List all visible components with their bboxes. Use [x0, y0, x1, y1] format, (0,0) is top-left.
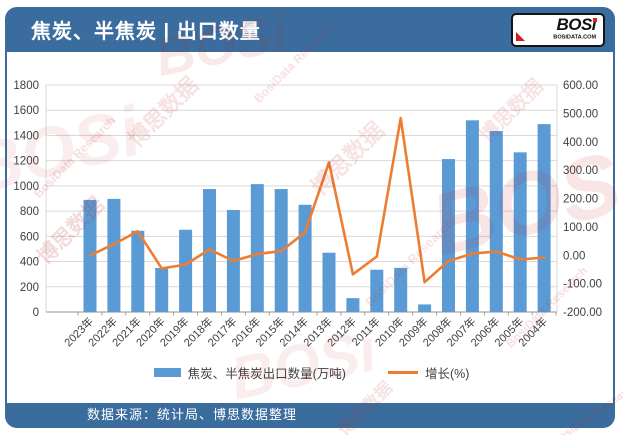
bar-2012 — [346, 298, 360, 312]
data-source-label: 数据来源：统计局、博思数据整理 — [87, 407, 298, 422]
bar-2021 — [131, 230, 145, 312]
bar-2022 — [107, 198, 121, 312]
y-axis-left-label: 400 — [20, 257, 39, 269]
y-axis-right-label: 200.00 — [563, 194, 598, 206]
bar-2005 — [513, 152, 527, 312]
y-axis-left-label: 1200 — [13, 156, 39, 168]
y-axis-left-label: 600 — [20, 231, 39, 243]
y-axis-left-label: 1000 — [13, 181, 39, 193]
y-axis-left-label: 1400 — [13, 130, 39, 142]
bar-2006 — [489, 131, 503, 312]
legend-item-line: 增长(%) — [387, 363, 470, 382]
chart-legend: 焦炭、半焦炭出口数量(万吨) 增长(%) — [0, 363, 623, 382]
bar-2020 — [155, 267, 169, 312]
y-axis-right-label: 600.00 — [563, 80, 598, 92]
y-axis-left-label: 0 — [33, 307, 39, 319]
y-axis-left-label: 200 — [20, 282, 39, 294]
y-axis-right-label: 400.00 — [563, 137, 598, 149]
legend-bars-label: 焦炭、半焦炭出口数量(万吨) — [187, 367, 346, 381]
legend-item-bars: 焦炭、半焦炭出口数量(万吨) — [153, 363, 346, 382]
y-axis-left-label: 1800 — [13, 80, 39, 92]
bosi-logo: BOSi BOSIDATA.COM — [510, 12, 605, 47]
y-axis-right-label: 100.00 — [563, 222, 598, 234]
y-axis-right-label: -200.00 — [563, 307, 602, 319]
footer: 数据来源：统计局、博思数据整理 — [5, 403, 615, 428]
legend-line-label: 增长(%) — [424, 367, 470, 381]
y-axis-right-label: 500.00 — [563, 108, 598, 120]
bar-2019 — [179, 229, 193, 312]
logo-triangle-icon — [515, 31, 525, 41]
page-title: 焦炭、半焦炭 | 出口数量 — [31, 21, 261, 43]
line-series-swatch — [387, 371, 418, 374]
bar-2010 — [394, 267, 408, 312]
y-axis-left-label: 1600 — [13, 105, 39, 117]
bar-2008 — [442, 159, 455, 312]
bar-2009 — [418, 304, 432, 312]
growth-line — [88, 116, 546, 284]
logo-domain: BOSIDATA.COM — [553, 32, 596, 40]
y-axis-left-label: 800 — [20, 206, 39, 218]
bar-2013 — [322, 252, 336, 312]
bar-2004 — [537, 124, 551, 312]
bar-2011 — [370, 269, 384, 312]
bar-2014 — [298, 204, 312, 312]
logo-dot-icon — [593, 17, 597, 22]
y-axis-right-label: -100.00 — [563, 279, 602, 291]
header: 焦炭、半焦炭 | 出口数量 BOSi BOSIDATA.COM — [5, 7, 615, 52]
y-axis-right-label: 300.00 — [563, 165, 598, 177]
bar-2007 — [465, 120, 479, 312]
bar-series-swatch — [153, 368, 181, 377]
y-axis-right-label: 0.00 — [563, 250, 585, 262]
bar-2016 — [250, 184, 264, 312]
logo-text: BOSi — [556, 14, 596, 34]
